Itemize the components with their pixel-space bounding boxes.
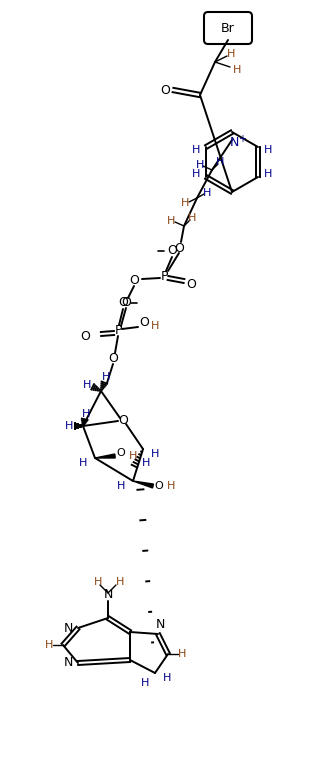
Text: O: O — [155, 481, 163, 491]
Text: O: O — [129, 274, 139, 287]
Text: O: O — [80, 329, 90, 343]
Text: O: O — [174, 241, 184, 254]
Text: H: H — [192, 145, 200, 155]
Text: H: H — [142, 458, 150, 468]
Text: H: H — [82, 409, 90, 419]
Text: H: H — [167, 481, 175, 491]
Text: N: N — [103, 588, 113, 601]
Text: H: H — [192, 169, 200, 179]
Polygon shape — [133, 481, 153, 488]
Text: H: H — [151, 449, 159, 459]
Text: H: H — [116, 577, 124, 587]
Text: O: O — [118, 415, 128, 428]
Polygon shape — [95, 454, 115, 458]
Text: +: + — [238, 134, 246, 144]
Text: H: H — [188, 213, 196, 223]
Text: H: H — [227, 49, 235, 59]
Text: H: H — [203, 188, 211, 198]
Text: Br: Br — [221, 22, 235, 35]
Text: O: O — [117, 448, 125, 458]
Text: H: H — [264, 145, 272, 155]
Text: O: O — [118, 296, 128, 310]
Text: H: H — [94, 577, 102, 587]
Text: O: O — [121, 296, 131, 310]
Text: H: H — [196, 160, 204, 170]
Text: N: N — [63, 657, 73, 670]
Text: O: O — [167, 244, 177, 257]
Text: H: H — [178, 649, 186, 659]
Text: H: H — [79, 458, 87, 468]
Text: H: H — [45, 640, 53, 650]
Text: H: H — [83, 380, 91, 390]
Text: H: H — [216, 157, 224, 167]
Text: P: P — [114, 325, 122, 337]
Text: P: P — [160, 270, 168, 283]
FancyBboxPatch shape — [204, 12, 252, 44]
Text: O: O — [186, 277, 196, 290]
Text: O: O — [139, 316, 149, 329]
Text: H: H — [167, 216, 175, 226]
Text: N: N — [155, 617, 165, 631]
Text: H: H — [102, 372, 110, 382]
Text: H: H — [233, 65, 241, 75]
Text: N: N — [229, 137, 239, 150]
Text: H: H — [163, 673, 171, 683]
Text: H: H — [117, 481, 125, 491]
Text: H: H — [129, 451, 137, 461]
Text: O: O — [160, 84, 170, 97]
Text: O: O — [108, 353, 118, 366]
Text: H: H — [264, 169, 272, 179]
Text: H: H — [181, 198, 189, 208]
Text: H: H — [141, 678, 149, 688]
Text: H: H — [151, 321, 159, 331]
Text: N: N — [63, 621, 73, 634]
Text: H: H — [65, 421, 73, 431]
